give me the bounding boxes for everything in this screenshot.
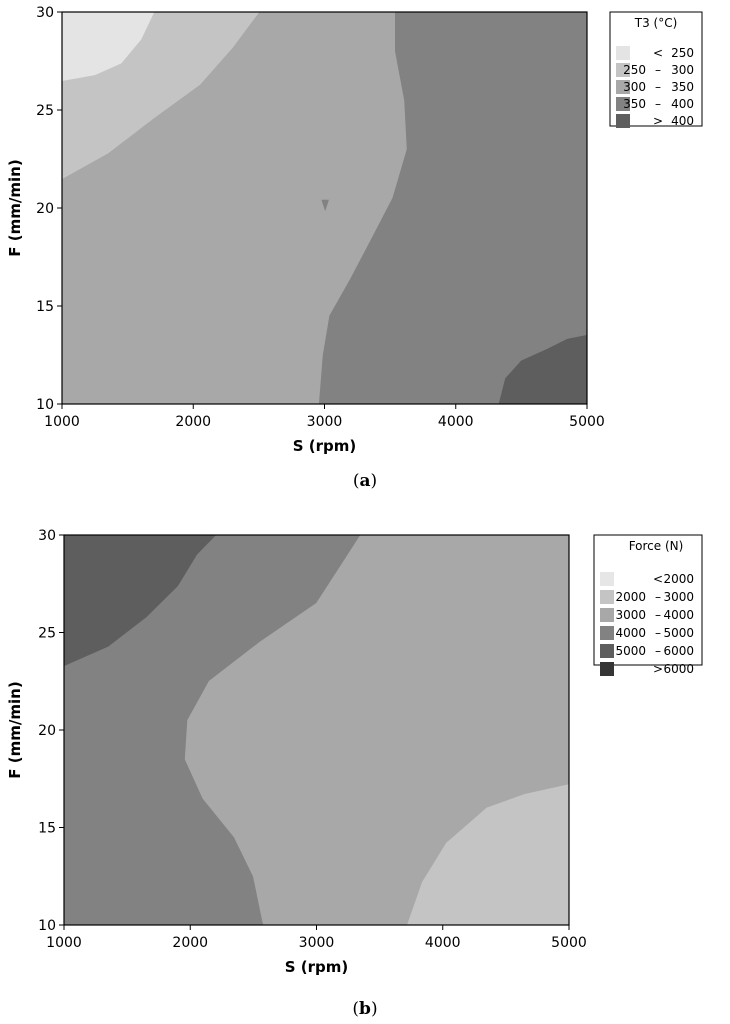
caption-b: (b) bbox=[352, 999, 377, 1019]
x-tick-label-b-0: 1000 bbox=[46, 935, 82, 951]
legend-swatch-a-0 bbox=[616, 46, 630, 60]
legend-op-b-2: – bbox=[655, 608, 661, 622]
x-axis-label-b: S (rpm) bbox=[285, 958, 349, 976]
x-tick-label-a-4: 5000 bbox=[569, 414, 605, 430]
x-ticks-a: 1000 2000 3000 4000 5000 bbox=[44, 404, 605, 430]
legend-lo-b-3: 4000 bbox=[615, 626, 646, 640]
x-tick-label-b-3: 4000 bbox=[425, 935, 461, 951]
y-tick-label-b-4: 30 bbox=[38, 528, 56, 544]
legend-entries-b: <20002000–30003000–40004000–50005000–600… bbox=[600, 572, 694, 676]
y-tick-label-b-0: 10 bbox=[38, 918, 56, 934]
legend-op-b-4: – bbox=[655, 644, 661, 658]
legend-swatch-a-1 bbox=[616, 63, 630, 77]
y-ticks-b: 10 15 20 25 30 bbox=[38, 528, 64, 934]
x-tick-label-b-4: 5000 bbox=[551, 935, 587, 951]
y-ticks-a: 10 15 20 25 30 bbox=[36, 5, 62, 413]
legend-swatch-a-4 bbox=[616, 114, 630, 128]
y-tick-label-a-4: 30 bbox=[36, 5, 54, 21]
y-axis-label-a: F (mm/min) bbox=[6, 159, 24, 256]
y-tick-label-a-0: 10 bbox=[36, 397, 54, 413]
x-axis-label-a: S (rpm) bbox=[293, 437, 357, 455]
legend-hi-a-0: 250 bbox=[671, 46, 694, 60]
legend-op-b-1: – bbox=[655, 590, 661, 604]
plot-area-b bbox=[63, 534, 570, 926]
legend-hi-b-0: 2000 bbox=[663, 572, 694, 586]
y-tick-label-b-2: 20 bbox=[38, 723, 56, 739]
legend-hi-b-1: 3000 bbox=[663, 590, 694, 604]
x-tick-label-a-1: 2000 bbox=[175, 414, 211, 430]
x-tick-label-b-1: 2000 bbox=[172, 935, 208, 951]
legend-swatch-b-0 bbox=[600, 572, 614, 586]
legend-swatch-b-3 bbox=[600, 626, 614, 640]
y-tick-label-a-2: 20 bbox=[36, 201, 54, 217]
legend-lo-a-1: 250 bbox=[623, 63, 646, 77]
legend-op-a-1: – bbox=[655, 63, 661, 77]
legend-lo-a-3: 350 bbox=[623, 97, 646, 111]
x-tick-label-a-0: 1000 bbox=[44, 414, 80, 430]
legend-hi-a-4: 400 bbox=[671, 114, 694, 128]
legend-lo-b-1: 2000 bbox=[615, 590, 646, 604]
legend-swatch-b-1 bbox=[600, 590, 614, 604]
x-ticks-b: 1000 2000 3000 4000 5000 bbox=[46, 925, 587, 951]
legend-title-a: T3 (°C) bbox=[634, 16, 678, 30]
legend-hi-b-5: 6000 bbox=[663, 662, 694, 676]
legend-hi-a-1: 300 bbox=[671, 63, 694, 77]
legend-hi-a-2: 350 bbox=[671, 80, 694, 94]
x-tick-label-a-2: 3000 bbox=[307, 414, 343, 430]
legend-lo-a-2: 300 bbox=[623, 80, 646, 94]
legend-swatch-a-3 bbox=[616, 97, 630, 111]
contour-region-a-4 bbox=[321, 199, 329, 212]
legend-op-b-0: < bbox=[653, 572, 663, 586]
legend-b: Force (N) <20002000–30003000–40004000–50… bbox=[593, 534, 703, 676]
legend-swatch-b-5 bbox=[600, 662, 614, 676]
legend-swatch-b-4 bbox=[600, 644, 614, 658]
y-tick-label-a-3: 25 bbox=[36, 103, 54, 119]
y-tick-label-b-3: 25 bbox=[38, 626, 56, 642]
caption-a: (a) bbox=[353, 471, 377, 491]
y-axis-label-b: F (mm/min) bbox=[6, 681, 24, 778]
y-tick-label-b-1: 15 bbox=[38, 821, 56, 837]
y-tick-label-a-1: 15 bbox=[36, 299, 54, 315]
legend-swatch-a-2 bbox=[616, 80, 630, 94]
legend-hi-b-4: 6000 bbox=[663, 644, 694, 658]
legend-title-b: Force (N) bbox=[629, 539, 684, 553]
x-tick-label-a-3: 4000 bbox=[438, 414, 474, 430]
legend-lo-b-4: 5000 bbox=[615, 644, 646, 658]
legend-op-a-4: > bbox=[653, 114, 663, 128]
legend-lo-b-2: 3000 bbox=[615, 608, 646, 622]
legend-op-b-5: > bbox=[653, 662, 663, 676]
legend-op-a-0: < bbox=[653, 46, 663, 60]
legend-op-b-3: – bbox=[655, 626, 661, 640]
legend-swatch-b-2 bbox=[600, 608, 614, 622]
legend-op-a-3: – bbox=[655, 97, 661, 111]
plot-area-a bbox=[61, 11, 588, 405]
legend-hi-a-3: 400 bbox=[671, 97, 694, 111]
legend-op-a-2: – bbox=[655, 80, 661, 94]
x-tick-label-b-2: 3000 bbox=[299, 935, 335, 951]
legend-hi-b-3: 5000 bbox=[663, 626, 694, 640]
legend-hi-b-2: 4000 bbox=[663, 608, 694, 622]
